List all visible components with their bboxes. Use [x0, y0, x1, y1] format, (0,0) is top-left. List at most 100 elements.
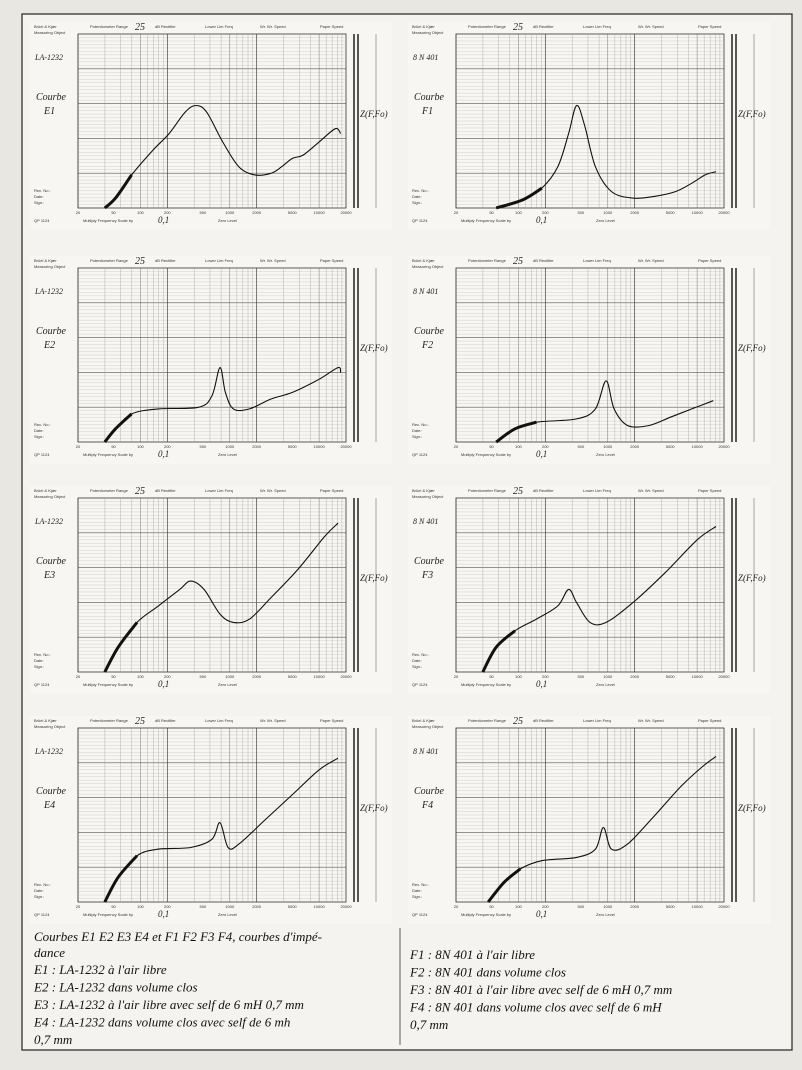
frequency-tick-label: 10000 [692, 444, 704, 449]
model-handwritten: 8 N 401 [413, 287, 438, 296]
curve-label-handwritten: Courbe [414, 556, 445, 567]
form-brand: Brüel & Kjær [412, 258, 435, 263]
frequency-tick-label: 20000 [718, 444, 730, 449]
frequency-tick-label: 20 [76, 444, 81, 449]
form-label: Sign.: [34, 200, 44, 205]
caption-line: F1 : 8N 401 à l'air libre [409, 947, 535, 962]
frequency-tick-label: 10000 [314, 674, 326, 679]
impedance-label-handwritten: Z(F,Fo) [360, 109, 388, 119]
frequency-tick-label: 1000 [603, 210, 613, 215]
curve-label-handwritten: Courbe [36, 326, 67, 337]
impedance-curve-start [103, 854, 139, 903]
frequency-tick-label: 500 [578, 210, 585, 215]
form-label: Potentiometer Range [468, 488, 507, 493]
scale-handwritten: 0,1 [158, 449, 169, 459]
frequency-tick-label: 20 [76, 674, 81, 679]
form-label: Zero Level [596, 218, 615, 223]
frequency-tick-label: 1000 [225, 904, 235, 909]
form-label: dB Rectifier [155, 718, 176, 723]
form-label: Rec. No.: [412, 652, 429, 657]
form-label: Potentiometer Range [468, 718, 507, 723]
form-label: Multiply Frequency Scale by [461, 682, 511, 687]
frequency-tick-label: 2000 [252, 210, 262, 215]
impedance-curve [104, 104, 342, 209]
impedance-curve-start [495, 420, 537, 444]
curve-id-handwritten: E1 [43, 106, 55, 117]
form-brand: Brüel & Kjær [34, 24, 57, 29]
frequency-tick-label: 2000 [252, 444, 262, 449]
frequency-tick-label: 20000 [718, 210, 730, 215]
caption: Courbes E1 E2 E3 E4 et F1 F2 F3 F4, cour… [33, 929, 672, 1047]
form-brand: Brüel & Kjær [34, 258, 57, 263]
frequency-tick-label: 20000 [718, 904, 730, 909]
form-label: Rec. No.: [412, 422, 429, 427]
form-label: QP 1124 [412, 452, 428, 457]
form-label: Paper Speed [698, 718, 721, 723]
frequency-tick-label: 20 [454, 210, 459, 215]
form-label: Date: [412, 888, 422, 893]
frequency-tick-label: 20000 [340, 210, 352, 215]
form-label: Rec. No.: [34, 188, 51, 193]
form-label: Date: [412, 194, 422, 199]
caption-line: F4 : 8N 401 dans volume clos avec self d… [409, 1000, 662, 1015]
frequency-tick-label: 1000 [225, 210, 235, 215]
form-label: dB Rectifier [533, 258, 554, 263]
frequency-tick-label: 500 [200, 210, 207, 215]
frequency-tick-label: 10000 [314, 210, 326, 215]
frequency-tick-label: 50 [111, 210, 116, 215]
form-label: Lower Lim Freq [205, 258, 233, 263]
scale-handwritten: 0,1 [536, 215, 547, 225]
form-label: Wr. Wr. Speed [260, 258, 286, 263]
form-label: Lower Lim Freq [583, 718, 611, 723]
form-label: Wr. Wr. Speed [638, 488, 664, 493]
frequency-tick-label: 10000 [692, 674, 704, 679]
frequency-tick-label: 50 [489, 444, 494, 449]
frequency-tick-label: 500 [200, 904, 207, 909]
frequency-tick-label: 500 [200, 444, 207, 449]
frequency-tick-label: 20000 [718, 674, 730, 679]
impedance-curve [104, 366, 342, 443]
frequency-tick-label: 10000 [314, 904, 326, 909]
caption-line: E3 : LA-1232 à l'air libre avec self de … [33, 997, 304, 1012]
caption-line: F3 : 8N 401 à l'air libre avec self de 6… [409, 982, 672, 997]
form-label: Rec. No.: [412, 188, 429, 193]
model-handwritten: LA-1232 [34, 517, 63, 526]
form-label: dB Rectifier [533, 488, 554, 493]
form-label: Sign.: [34, 894, 44, 899]
form-label: Sign.: [34, 664, 44, 669]
curve-label-handwritten: Courbe [36, 556, 67, 567]
form-label: Multiply Frequency Scale by [83, 912, 133, 917]
form-label: Measuring Object [412, 494, 444, 499]
form-label: Date: [34, 194, 44, 199]
frequency-tick-label: 2000 [252, 674, 262, 679]
form-label: Potentiometer Range [468, 24, 507, 29]
model-handwritten: LA-1232 [34, 747, 63, 756]
scale-handwritten: 0,1 [536, 679, 547, 689]
frequency-tick-label: 50 [489, 904, 494, 909]
curve-id-handwritten: F3 [421, 570, 433, 581]
impedance-curve [496, 104, 717, 209]
form-label: QP 1124 [412, 218, 428, 223]
frequency-tick-label: 20000 [340, 904, 352, 909]
frequency-tick-label: 50 [489, 210, 494, 215]
form-label: Wr. Wr. Speed [638, 258, 664, 263]
frequency-tick-label: 20 [454, 674, 459, 679]
form-label: Date: [34, 658, 44, 663]
frequency-tick-label: 100 [515, 210, 522, 215]
form-label: Multiply Frequency Scale by [461, 452, 511, 457]
curve-id-handwritten: E2 [43, 340, 55, 351]
frequency-tick-label: 200 [542, 674, 549, 679]
frequency-tick-label: 20 [76, 904, 81, 909]
impedance-curve-start [495, 186, 543, 210]
curve-id-handwritten: F2 [421, 340, 433, 351]
form-label: Wr. Wr. Speed [638, 718, 664, 723]
frequency-tick-label: 20 [76, 210, 81, 215]
frequency-tick-label: 200 [542, 904, 549, 909]
range-handwritten: 25 [513, 256, 523, 267]
frequency-tick-label: 500 [578, 444, 585, 449]
form-label: Multiply Frequency Scale by [461, 912, 511, 917]
